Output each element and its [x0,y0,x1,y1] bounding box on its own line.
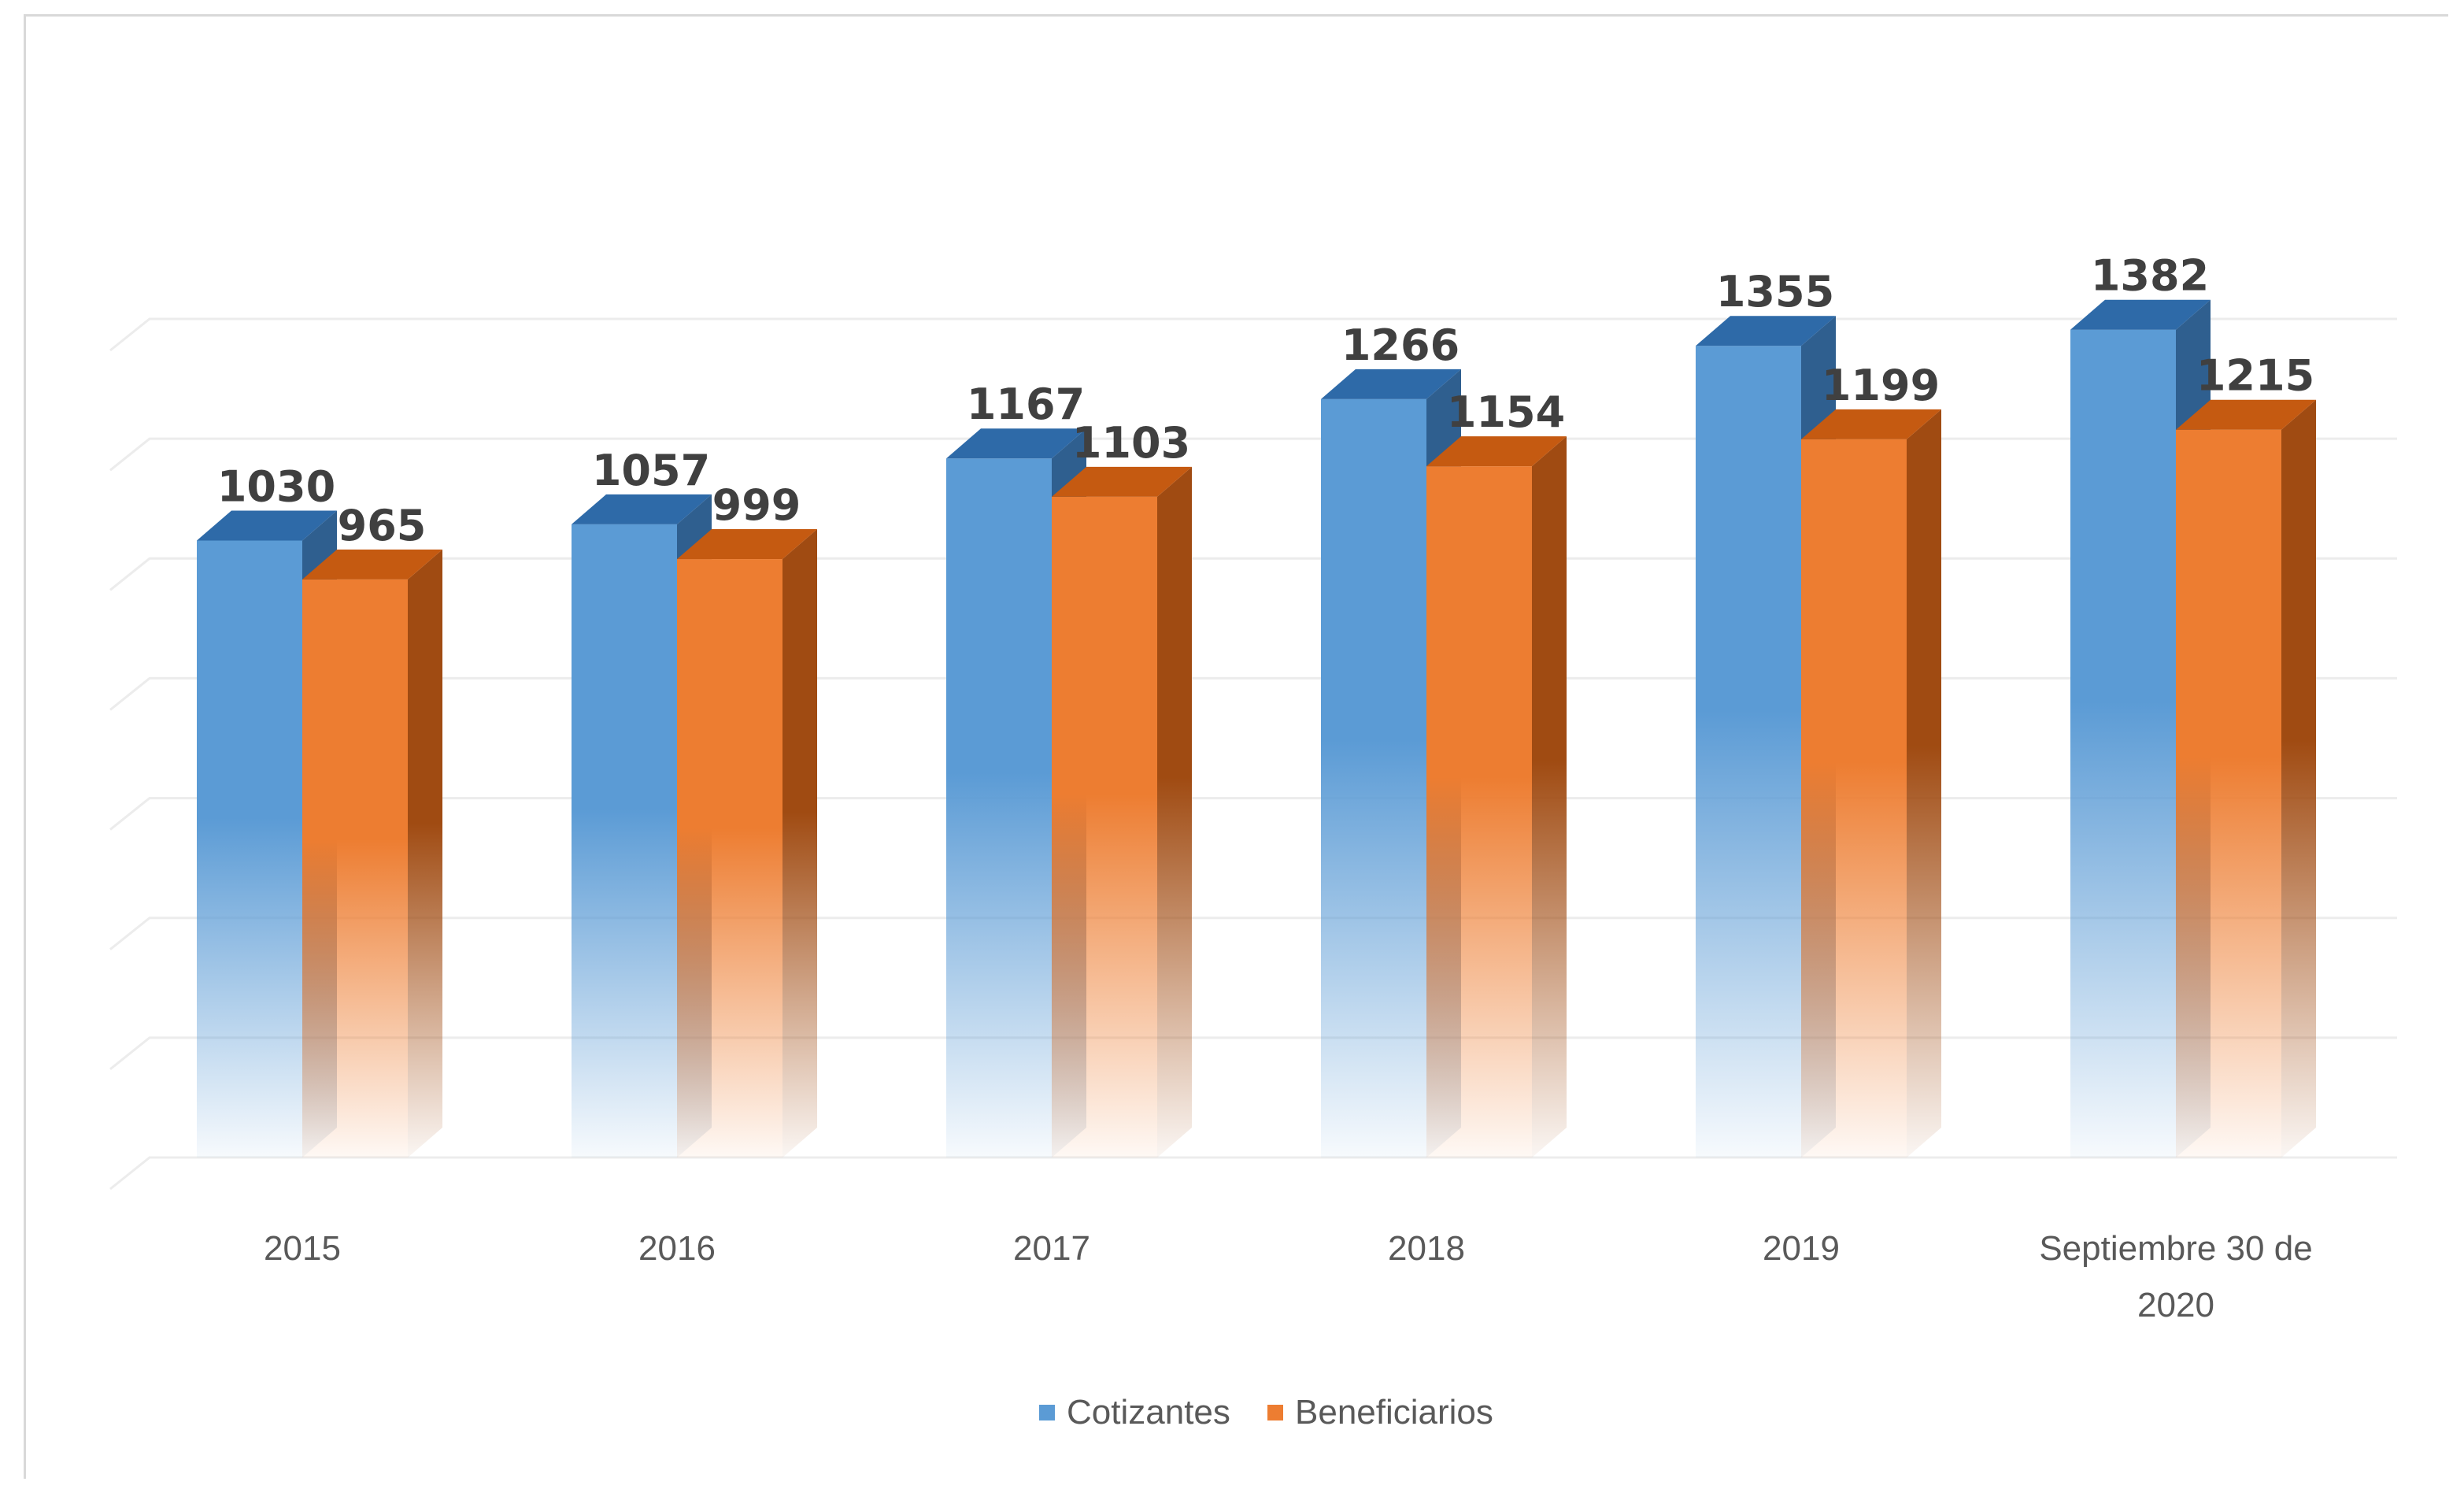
bar-beneficiarios-2 [1052,466,1192,1157]
chart-frame [24,14,2448,1479]
gridline [109,1036,2397,1071]
legend-label-beneficiarios: Beneficiarios [1295,1393,1493,1432]
bar-beneficiarios-4 [1801,409,1941,1157]
gridline [109,317,2397,352]
bar-beneficiarios-0 [302,549,442,1157]
gridline [109,1156,2397,1191]
bar-beneficiarios-5 [2176,399,2316,1157]
category-label: Septiembre 30 de 2020 [2039,1229,2312,1324]
legend-label-cotizantes: Cotizantes [1067,1393,1230,1432]
value-label-beneficiarios-1: 999 [712,480,801,530]
value-label-cotizantes-1: 1057 [592,446,710,495]
gridline [109,557,2397,591]
value-label-cotizantes-4: 1355 [1716,267,1834,317]
category-axis-labels: 2015 2016 2017 2018 2019 Septiembre 30 de 2020 [264,1229,2313,1324]
value-label-cotizantes-3: 1266 [1341,320,1460,370]
value-label-beneficiarios-5: 1215 [2196,351,2314,401]
value-label-cotizantes-5: 1382 [2091,251,2209,301]
gridline [109,437,2397,472]
bar-beneficiarios-3 [1426,436,1567,1157]
bars [197,299,2316,1158]
category-label: 2018 [1388,1229,1465,1268]
category-label: 2019 [1763,1229,1840,1268]
value-label-beneficiarios-3: 1154 [1447,387,1565,437]
category-label: 2016 [638,1229,716,1268]
value-label-beneficiarios-4: 1199 [1822,361,1940,410]
bar-beneficiarios-1 [677,529,817,1157]
legend: Cotizantes Beneficiarios [1039,1393,1493,1432]
value-label-beneficiarios-0: 965 [338,501,427,550]
legend-swatch-cotizantes [1039,1405,1055,1420]
gridlines [109,317,2397,1191]
value-label-cotizantes-2: 1167 [967,380,1085,429]
value-label-beneficiarios-2: 1103 [1072,418,1190,468]
gridline [109,797,2397,831]
gridline [109,917,2397,950]
category-label: 2015 [264,1229,341,1268]
category-label: 2017 [1013,1229,1090,1268]
gridline [109,676,2397,711]
legend-swatch-beneficiarios [1267,1405,1283,1420]
value-label-cotizantes-0: 1030 [217,461,335,511]
